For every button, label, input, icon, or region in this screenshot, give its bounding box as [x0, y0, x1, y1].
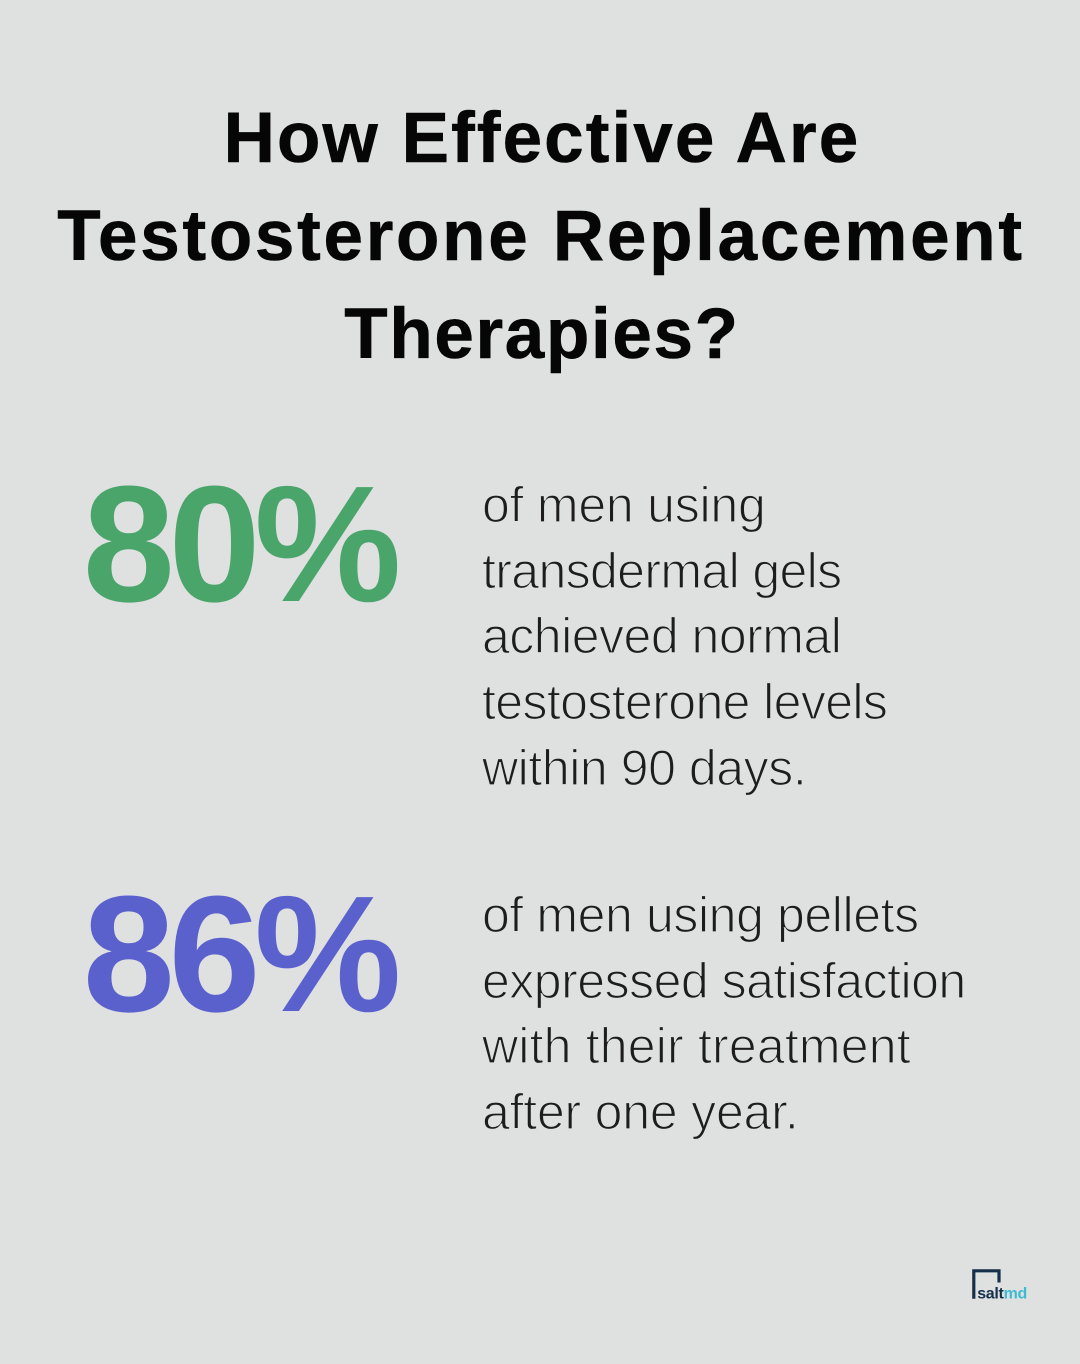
svg-text:saltmd: saltmd [977, 1286, 1027, 1303]
